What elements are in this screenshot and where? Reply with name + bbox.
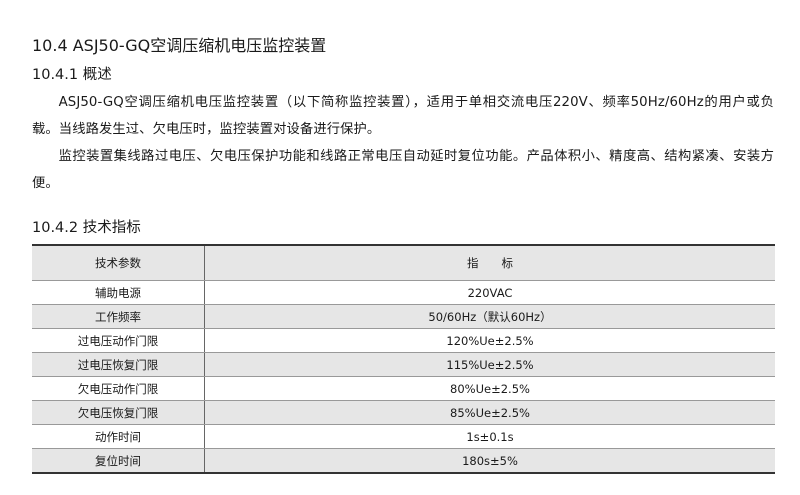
value-cell: 115%Ue±2.5%	[204, 352, 775, 377]
table-row: 过电压动作门限 120%Ue±2.5%	[32, 328, 775, 353]
parameter-cell: 辅助电源	[32, 280, 205, 305]
value-cell: 80%Ue±2.5%	[204, 376, 775, 401]
parameter-cell: 欠电压动作门限	[32, 376, 205, 401]
overview-paragraph-1: ASJ50-GQ空调压缩机电压监控装置（以下简称监控装置），适用于单相交流电压2…	[32, 95, 774, 137]
parameter-cell: 动作时间	[32, 424, 205, 449]
column-header-value: 指 标	[204, 245, 775, 281]
value-cell: 120%Ue±2.5%	[204, 328, 775, 353]
specs-table: 技术参数 指 标 辅助电源 220VAC 工作频率 50/60Hz（默认60Hz） …	[32, 244, 775, 474]
parameter-cell: 过电压恢复门限	[32, 352, 205, 377]
overview-paragraph-2: 监控装置集线路过电压、欠电压保护功能和线路正常电压自动延时复位功能。产品体积小、…	[32, 149, 774, 191]
table-row: 过电压恢复门限 115%Ue±2.5%	[32, 352, 775, 377]
column-header-parameter: 技术参数	[32, 245, 205, 281]
parameter-cell: 工作频率	[32, 304, 205, 329]
parameter-cell: 欠电压恢复门限	[32, 400, 205, 425]
value-cell: 180s±5%	[204, 448, 775, 474]
overview-heading: 10.4.1 概述	[32, 67, 112, 83]
table-row: 欠电压动作门限 80%Ue±2.5%	[32, 376, 775, 401]
table-row: 辅助电源 220VAC	[32, 280, 775, 305]
parameter-cell: 复位时间	[32, 448, 205, 474]
value-cell: 50/60Hz（默认60Hz）	[204, 304, 775, 329]
table-row: 欠电压恢复门限 85%Ue±2.5%	[32, 400, 775, 425]
table-row: 复位时间 180s±5%	[32, 448, 775, 474]
table-header-row: 技术参数 指 标	[32, 245, 775, 281]
section-title: 10.4 ASJ50-GQ空调压缩机电压监控装置	[32, 36, 327, 55]
parameter-cell: 过电压动作门限	[32, 328, 205, 353]
value-cell: 1s±0.1s	[204, 424, 775, 449]
value-cell: 220VAC	[204, 280, 775, 305]
table-row: 动作时间 1s±0.1s	[32, 424, 775, 449]
value-cell: 85%Ue±2.5%	[204, 400, 775, 425]
table-row: 工作频率 50/60Hz（默认60Hz）	[32, 304, 775, 329]
specs-heading: 10.4.2 技术指标	[32, 220, 141, 236]
